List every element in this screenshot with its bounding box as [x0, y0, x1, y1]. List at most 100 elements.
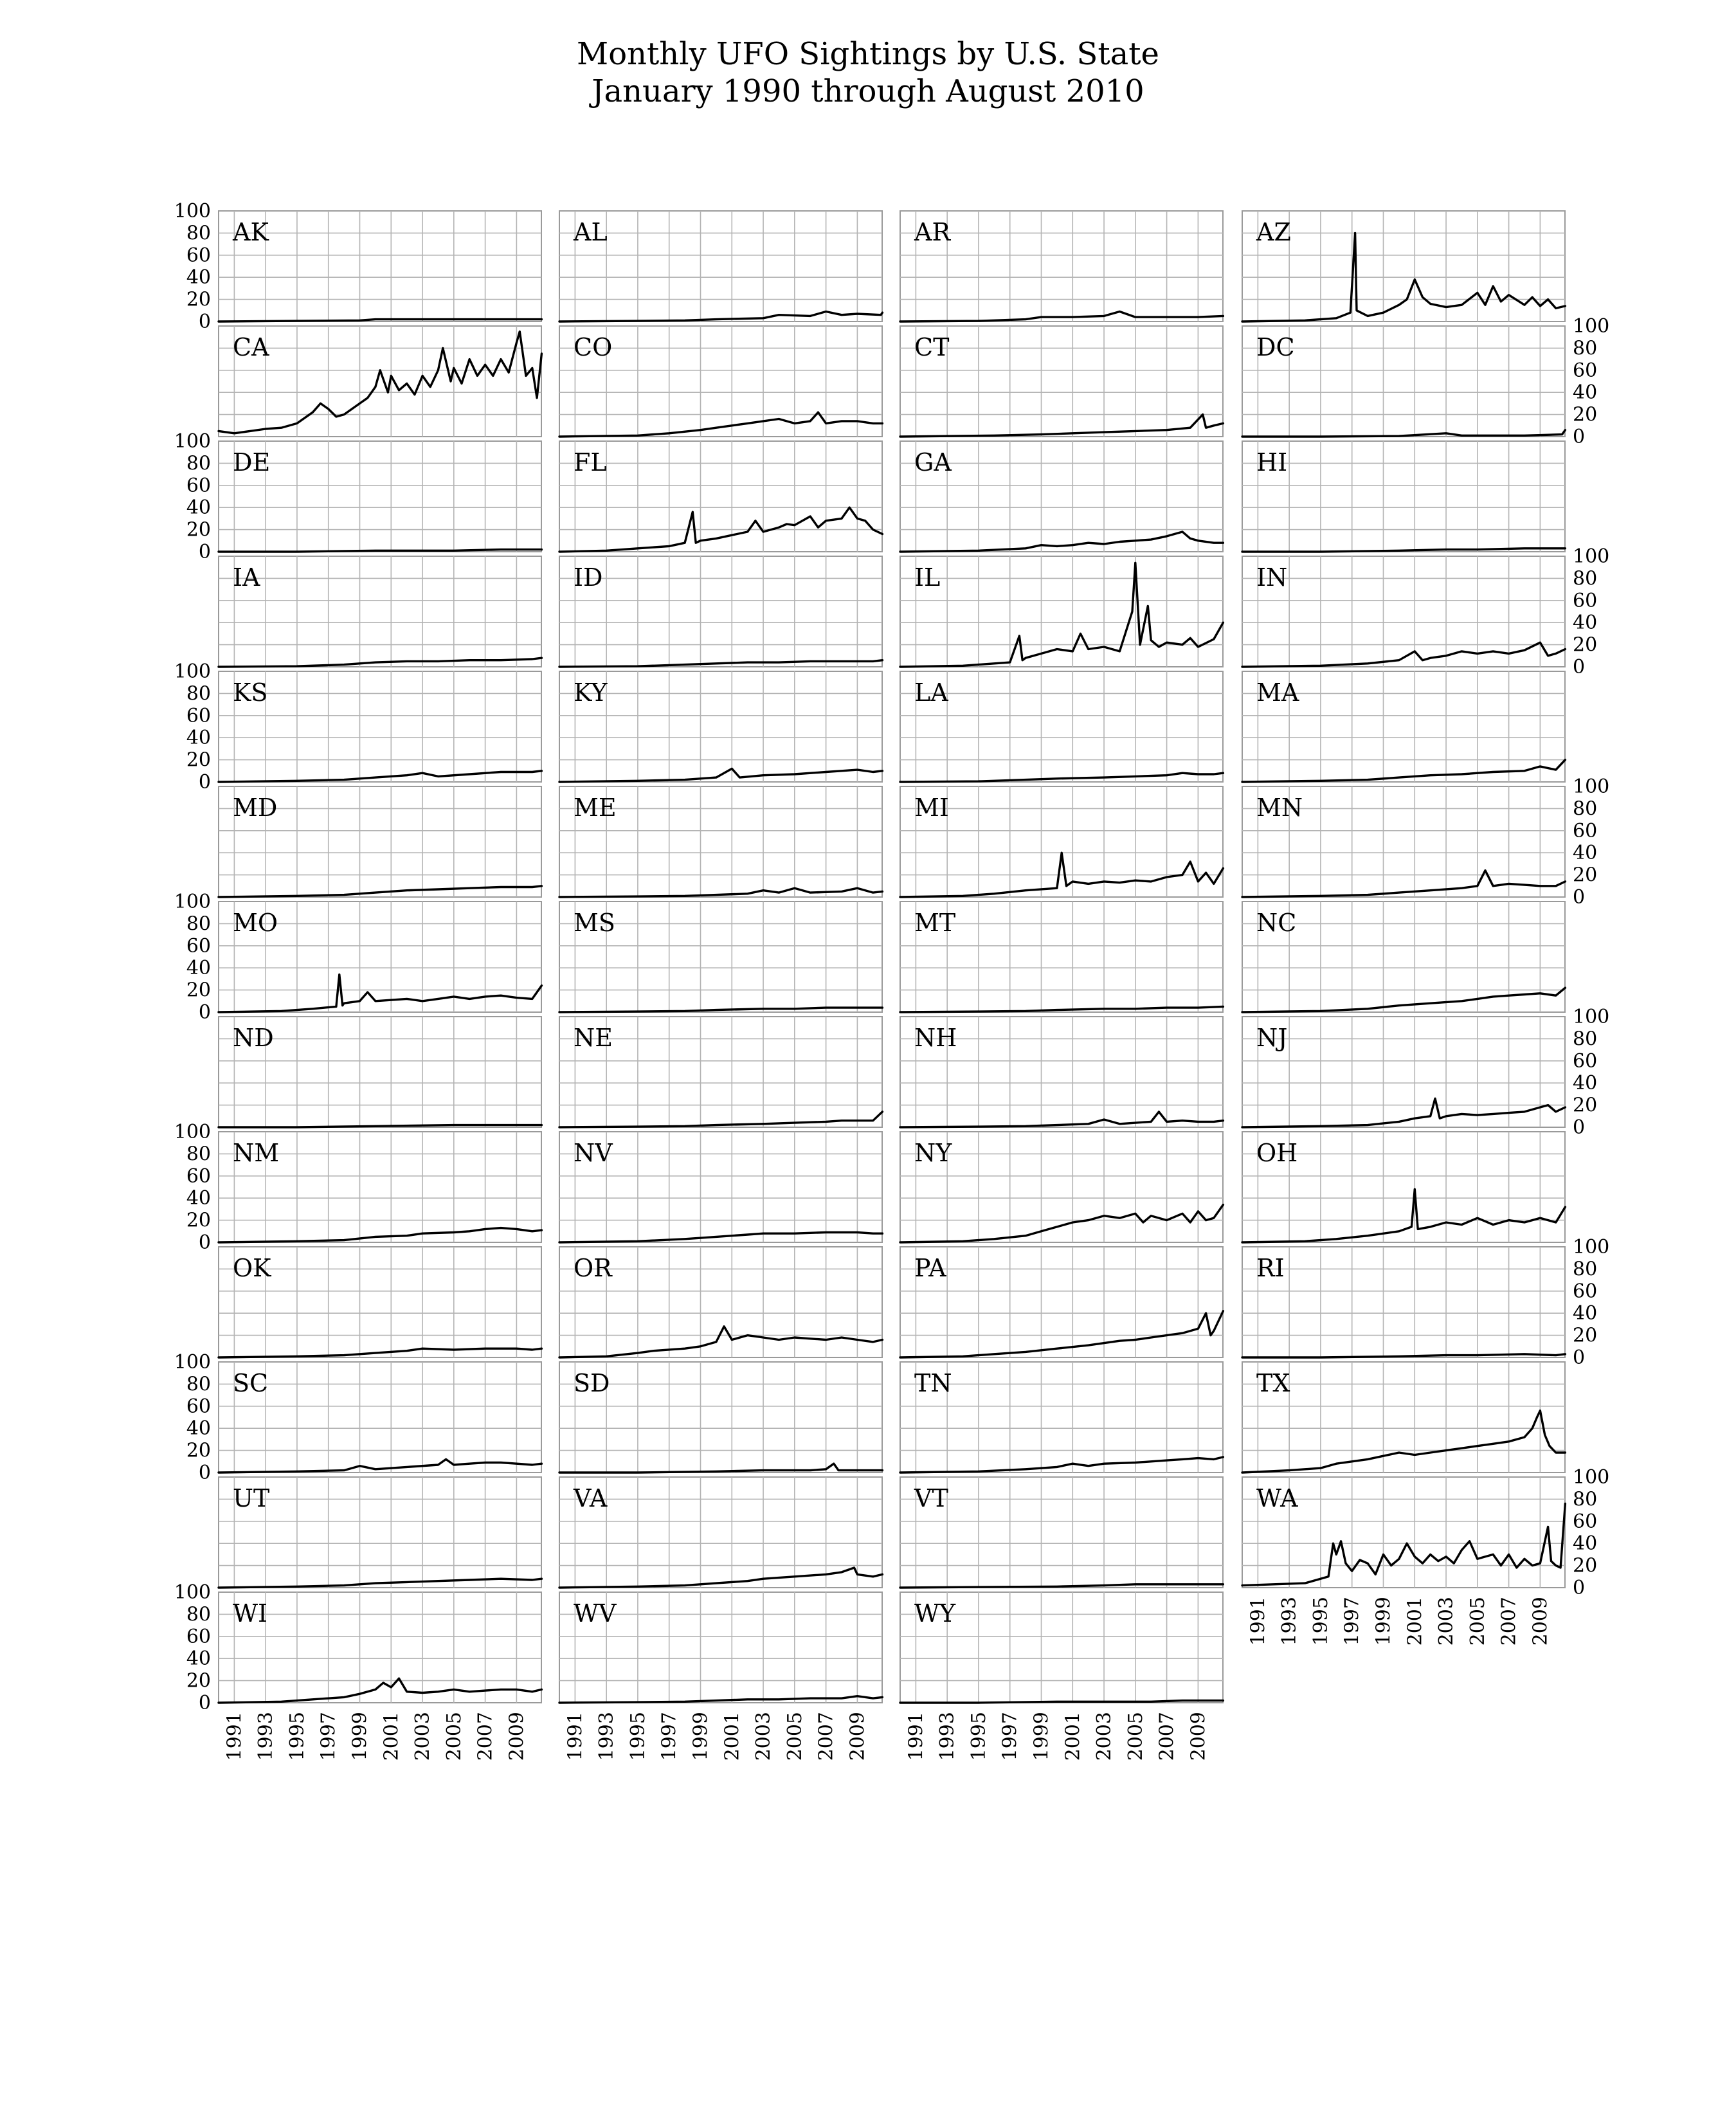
x-tick-label: 1999 — [1031, 1712, 1053, 1761]
panel-frame — [1242, 1246, 1566, 1358]
panel-frame — [1242, 901, 1566, 1013]
state-label: FL — [574, 448, 607, 476]
x-tick-label: 1991 — [223, 1712, 246, 1761]
x-tick-label: 1993 — [1278, 1597, 1301, 1646]
y-tick-label: 0 — [1573, 1577, 1585, 1599]
state-label: NJ — [1256, 1024, 1287, 1052]
panel-ma: MA — [1241, 671, 1567, 783]
y-tick-label: 20 — [186, 749, 211, 772]
panel-frame — [559, 556, 883, 667]
state-label: CA — [233, 333, 269, 361]
series-line-oh — [1241, 1188, 1567, 1244]
panel-frame — [559, 1131, 883, 1243]
x-tick-label: 1997 — [1341, 1597, 1364, 1646]
y-tick-label: 40 — [1573, 842, 1597, 864]
chart-subtitle: January 1990 through August 2010 — [588, 73, 1144, 109]
panel-mi: MI — [899, 786, 1225, 898]
series-line-tn — [899, 1456, 1225, 1474]
panel-ne: NE — [558, 1016, 884, 1129]
state-label: IN — [1256, 563, 1287, 592]
panel-sd: SD — [558, 1361, 884, 1474]
state-label: RI — [1256, 1254, 1285, 1282]
panel-az: AZ — [1241, 210, 1567, 323]
state-label: PA — [914, 1254, 946, 1282]
panel-frame — [900, 1476, 1224, 1588]
series-line-sd — [558, 1462, 884, 1474]
state-label: MO — [233, 909, 278, 937]
panel-frame — [1242, 210, 1566, 322]
x-tick-label: 1991 — [1247, 1597, 1269, 1646]
panel-frame — [559, 1016, 883, 1128]
y-tick-label: 0 — [199, 1001, 211, 1024]
panel-wv: WV 1991 1993 1995 1997 1999 2001 2003 2005 2007 20… — [558, 1592, 884, 1761]
state-label: UT — [233, 1484, 269, 1512]
x-tick-label: 1995 — [968, 1712, 990, 1761]
series-line-ia — [217, 657, 543, 668]
series-line-de — [217, 548, 543, 553]
y-tick-label: 100 — [1573, 545, 1609, 568]
y-tick-label: 80 — [186, 1373, 211, 1395]
series-line-nh — [899, 1111, 1225, 1129]
state-label: WV — [574, 1599, 617, 1628]
x-tick-label: 1999 — [349, 1712, 372, 1761]
series-line-mo — [217, 973, 543, 1013]
y-tick-label: 20 — [1573, 1094, 1597, 1117]
state-label: OH — [1256, 1139, 1297, 1167]
state-label: NV — [574, 1139, 613, 1167]
x-tick-label: 2005 — [1467, 1597, 1489, 1646]
y-tick-label: 20 — [1573, 634, 1597, 657]
series-line-mt — [899, 1005, 1225, 1013]
y-tick-label: 80 — [186, 912, 211, 935]
series-line-tx — [1241, 1409, 1567, 1474]
y-tick-label: 20 — [1573, 864, 1597, 887]
state-label: IA — [233, 563, 260, 592]
panel-wy: WY 1991 1993 1995 1997 1999 2001 2003 2005 2007 20… — [899, 1592, 1225, 1761]
y-tick-label: 0 — [1573, 426, 1585, 448]
x-tick-label: 2009 — [505, 1712, 528, 1761]
state-label: CO — [574, 333, 612, 361]
panel-frame — [1242, 556, 1566, 667]
panel-vt: VT — [899, 1476, 1225, 1589]
y-tick-label: 40 — [186, 266, 211, 289]
panel-frame — [559, 1361, 883, 1473]
y-tick-label: 60 — [1573, 820, 1597, 842]
state-label: SC — [233, 1369, 268, 1397]
panel-co: CO — [558, 325, 884, 438]
panel-frame — [900, 325, 1224, 437]
panel-nc: NC — [1241, 901, 1567, 1013]
series-line-fl — [558, 506, 884, 553]
y-tick-label: 40 — [1573, 1532, 1597, 1555]
panel-frame — [559, 901, 883, 1013]
series-line-ne — [558, 1111, 884, 1129]
panel-ia: IA — [217, 556, 543, 668]
y-tick-label: 60 — [186, 1395, 211, 1418]
y-tick-label: 20 — [186, 519, 211, 541]
series-line-co — [558, 411, 884, 438]
panel-frame — [900, 1016, 1224, 1128]
state-label: NY — [914, 1139, 952, 1167]
state-label: AL — [573, 218, 608, 246]
series-line-wv — [558, 1694, 884, 1704]
y-tick-label: 0 — [1573, 1347, 1585, 1369]
panel-tx: TX — [1241, 1361, 1567, 1474]
y-tick-label: 40 — [186, 727, 211, 749]
state-label: ND — [233, 1024, 274, 1052]
x-tick-label: 2001 — [1062, 1712, 1084, 1761]
y-tick-label: 100 — [174, 660, 211, 683]
panel-pa: PA — [899, 1246, 1225, 1359]
state-label: MS — [574, 909, 615, 937]
series-line-ga — [899, 530, 1225, 553]
y-tick-label: 100 — [174, 200, 211, 222]
y-tick-label: 20 — [186, 1670, 211, 1692]
y-tick-label: 40 — [186, 1187, 211, 1210]
x-tick-label: 2001 — [380, 1712, 402, 1761]
panel-nv: NV — [558, 1131, 884, 1244]
panel-ar: AR — [899, 210, 1225, 323]
y-tick-label: 80 — [186, 452, 211, 475]
state-label: IL — [914, 563, 940, 592]
state-label: DE — [233, 448, 270, 476]
